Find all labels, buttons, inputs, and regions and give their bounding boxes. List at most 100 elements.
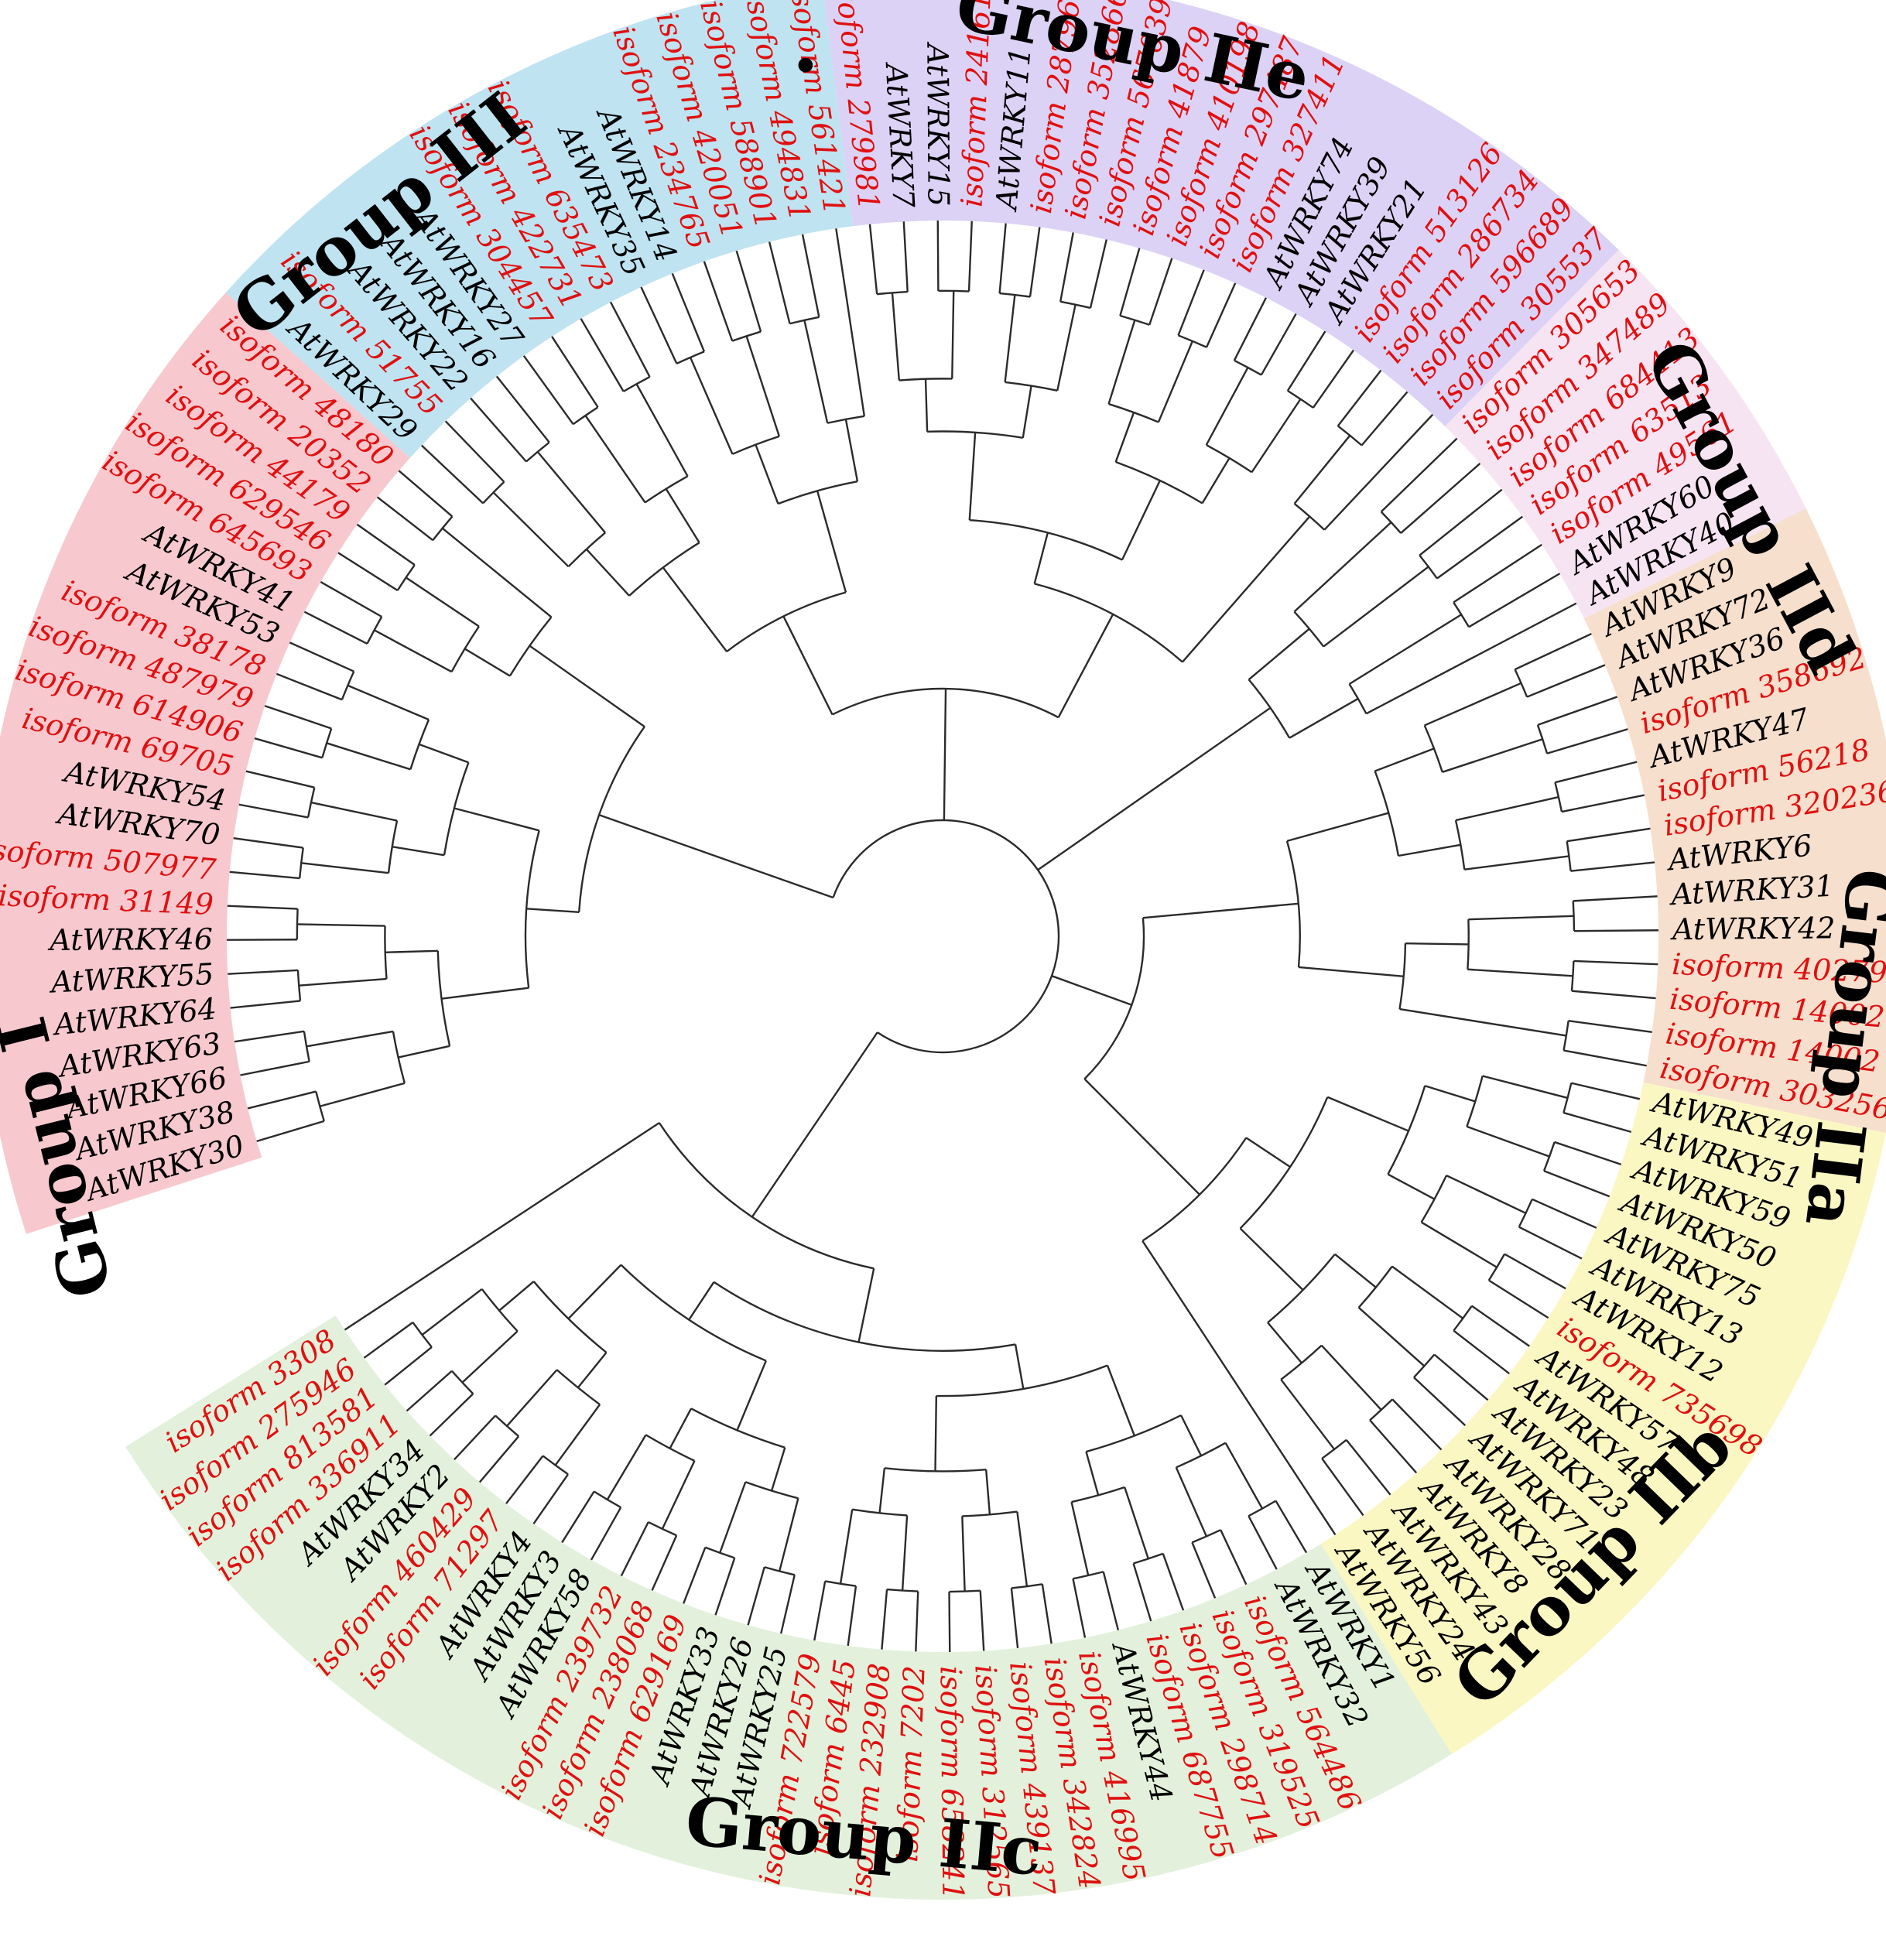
branch (1453, 601, 1470, 628)
branch (320, 580, 382, 618)
branch (1148, 258, 1173, 326)
branch (1293, 611, 1325, 648)
branch (1570, 861, 1655, 872)
branch (1526, 664, 1606, 698)
branch (344, 1122, 660, 1331)
branch (1546, 728, 1628, 754)
branch (1573, 929, 1658, 932)
leaf-label: isoform 658241 (933, 1666, 970, 1900)
branch (406, 1370, 453, 1412)
branch (420, 444, 484, 505)
branch (713, 1281, 1016, 1352)
branch (1563, 1049, 1647, 1067)
branch (1515, 632, 1592, 671)
branch (1132, 1563, 1152, 1622)
branch (1051, 975, 1132, 1006)
branch (306, 1030, 394, 1048)
branch (444, 420, 505, 483)
branch (1561, 794, 1645, 813)
marker-dot: • (791, 39, 820, 96)
branch (961, 1516, 966, 1592)
branch (454, 807, 539, 832)
leaf-label: AtWRKY15 (920, 41, 955, 207)
branch (779, 1497, 799, 1572)
branch (356, 523, 416, 566)
branch (1466, 1125, 1550, 1158)
branch (1120, 314, 1150, 326)
branch (1369, 1419, 1418, 1474)
branch (609, 301, 651, 378)
branch (640, 286, 678, 364)
branch (881, 1589, 888, 1650)
branch (1010, 1588, 1019, 1649)
branch (1267, 1254, 1336, 1324)
branch (303, 1031, 310, 1062)
branch (1518, 1199, 1533, 1228)
branch (1085, 1451, 1100, 1496)
branch (556, 1369, 601, 1406)
tree-branches (227, 221, 1658, 1652)
branch (228, 969, 299, 975)
branch (1133, 1552, 1164, 1565)
branch (419, 743, 469, 764)
branch (1566, 827, 1651, 843)
branch (296, 908, 299, 940)
branch (759, 871, 833, 899)
branch (498, 1281, 535, 1312)
branch (1142, 1240, 1337, 1536)
sector-group-iii (0, 292, 410, 1234)
branch (315, 1091, 325, 1122)
branch (782, 616, 833, 716)
branch (561, 1490, 595, 1544)
branch (1365, 602, 1577, 715)
branch (780, 1575, 796, 1634)
branch (554, 1404, 601, 1466)
branch (1175, 1466, 1208, 1537)
branch (1191, 1541, 1217, 1599)
branch (421, 1288, 483, 1336)
branch (1323, 566, 1429, 648)
branch (347, 684, 430, 721)
branch (1014, 1344, 1025, 1390)
branch (936, 221, 940, 291)
branch (1424, 682, 1522, 727)
branch (1248, 1500, 1277, 1517)
branch (1345, 1439, 1391, 1496)
branch (319, 1082, 406, 1107)
branch (1471, 1305, 1530, 1347)
branch (1286, 330, 1326, 392)
branch (551, 336, 599, 408)
branch (337, 552, 399, 592)
branch (1453, 543, 1542, 604)
branch (1029, 227, 1041, 297)
branch (1400, 463, 1481, 534)
branch (1114, 412, 1135, 463)
branch (1251, 398, 1302, 473)
branch (238, 803, 309, 819)
branch (1571, 1082, 1641, 1100)
branch (1205, 282, 1237, 348)
branch (1323, 413, 1434, 531)
branch (745, 335, 781, 437)
branch (233, 836, 303, 849)
branch (481, 1288, 519, 1332)
branch (886, 1588, 919, 1592)
branch (1177, 269, 1205, 336)
branch (1260, 313, 1297, 376)
branch (464, 648, 511, 677)
branch (229, 871, 300, 880)
branch (1468, 915, 1574, 921)
branch (245, 770, 315, 788)
branch (661, 1460, 696, 1530)
branch (984, 1469, 991, 1515)
branch (628, 542, 700, 597)
branch (276, 672, 343, 701)
branch (387, 820, 399, 874)
leaf-label: AtWRKY46 (47, 922, 213, 957)
branch (735, 250, 762, 332)
branch (1424, 1085, 1476, 1103)
branch (1573, 959, 1658, 966)
branch (1071, 1486, 1125, 1503)
branch (1482, 1075, 1568, 1100)
branch (731, 435, 780, 455)
